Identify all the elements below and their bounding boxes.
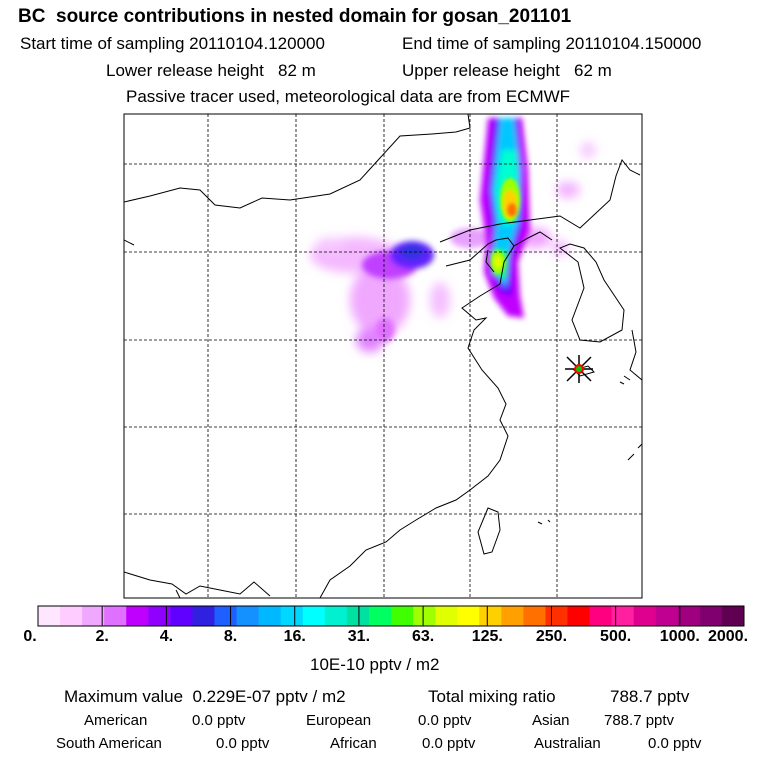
total-mixing-label: Total mixing ratio bbox=[428, 687, 556, 706]
colorbar-tick-label: 1000. bbox=[659, 628, 700, 645]
colorbar-tick-label: 16. bbox=[283, 628, 306, 645]
colorbar-swatch bbox=[677, 606, 701, 626]
colorbar-tick-label: 4. bbox=[159, 628, 174, 645]
source-name: European bbox=[306, 712, 372, 729]
colorbar-swatch bbox=[324, 606, 348, 626]
receptor-star-icon bbox=[565, 355, 593, 383]
colorbar-swatch bbox=[589, 606, 613, 626]
source-name: Asian bbox=[532, 712, 570, 729]
colorbar-tick-label: 500. bbox=[600, 628, 632, 645]
source-value: 0.0 pptv bbox=[422, 735, 476, 752]
colorbar-swatch bbox=[104, 606, 127, 626]
colorbar-tick-label: 8. bbox=[223, 628, 238, 645]
colorbar-swatch bbox=[545, 606, 568, 626]
colorbar-swatch bbox=[391, 606, 414, 626]
colorbar-swatch bbox=[280, 606, 304, 626]
colorbar-swatch bbox=[413, 606, 436, 626]
colorbar-tick-label: 125. bbox=[471, 628, 503, 645]
colorbar-swatch bbox=[479, 606, 502, 626]
colorbar-swatch bbox=[655, 606, 679, 626]
source-name: African bbox=[330, 735, 377, 752]
colorbar-swatch bbox=[148, 606, 171, 626]
colorbar-swatch bbox=[368, 606, 392, 626]
colorbar-swatch bbox=[457, 606, 480, 626]
colorbar-tick-label: 2000. bbox=[707, 628, 749, 645]
source-name: South American bbox=[56, 735, 162, 752]
colorbar-swatch bbox=[38, 606, 61, 626]
colorbar-swatch bbox=[633, 606, 657, 626]
colorbar-swatch bbox=[258, 606, 282, 626]
colorbar-swatch bbox=[501, 606, 524, 626]
colorbar-swatch bbox=[523, 606, 546, 626]
colorbar-tick-label: 63. bbox=[411, 628, 435, 645]
source-value: 0.0 pptv bbox=[192, 712, 246, 729]
source-value: 0.0 pptv bbox=[216, 735, 270, 752]
tracer-label: Passive tracer used, meteorological data… bbox=[126, 87, 571, 106]
colorbar-unit-label: 10E-10 pptv / m2 bbox=[310, 655, 440, 674]
colorbar-tick-label: 250. bbox=[535, 628, 568, 645]
source-name: American bbox=[84, 712, 148, 729]
colorbar-swatch bbox=[192, 606, 215, 626]
colorbar-swatch bbox=[611, 606, 635, 626]
concentration-field bbox=[310, 118, 596, 352]
inland-patch bbox=[310, 142, 596, 352]
chart-title: BC source contributions in nested domain… bbox=[18, 6, 572, 27]
source-value: 788.7 pptv bbox=[604, 712, 675, 729]
colorbar-swatch bbox=[170, 606, 193, 626]
colorbar-swatch bbox=[214, 606, 238, 626]
upper-release-label: Upper release height 62 m bbox=[402, 61, 612, 80]
lower-release-label: Lower release height 82 m bbox=[106, 61, 316, 80]
colorbar-tick-label: 0. bbox=[23, 628, 37, 645]
max-value-label: Maximum value 0.229E-07 pptv / m2 bbox=[64, 687, 346, 706]
map-frame bbox=[123, 113, 643, 599]
source-value: 0.0 pptv bbox=[418, 712, 472, 729]
source-value: 0.0 pptv bbox=[648, 735, 702, 752]
colorbar-swatch bbox=[721, 606, 745, 626]
colorbar-tick-label: 2. bbox=[95, 628, 109, 645]
end-time-label: End time of sampling 20110104.150000 bbox=[402, 34, 702, 53]
colorbar-border bbox=[37, 605, 745, 627]
colorbar-swatch bbox=[567, 606, 591, 626]
total-mixing-value: 788.7 pptv bbox=[610, 687, 690, 706]
colorbar-swatch bbox=[60, 606, 83, 626]
source-name: Australian bbox=[534, 735, 601, 752]
start-time-label: Start time of sampling 20110104.120000 bbox=[20, 34, 325, 53]
colorbar-swatch bbox=[126, 606, 149, 626]
colorbar-swatch bbox=[82, 606, 105, 626]
colorbar bbox=[37, 605, 745, 627]
colorbar-swatch bbox=[302, 606, 326, 626]
colorbar-swatch bbox=[699, 606, 723, 626]
colorbar-swatch bbox=[435, 606, 458, 626]
colorbar-swatch bbox=[346, 606, 370, 626]
colorbar-tick-label: 31. bbox=[347, 628, 371, 645]
colorbar-swatch bbox=[236, 606, 260, 626]
coastlines bbox=[124, 114, 642, 598]
lat-lon-grid bbox=[124, 114, 642, 598]
